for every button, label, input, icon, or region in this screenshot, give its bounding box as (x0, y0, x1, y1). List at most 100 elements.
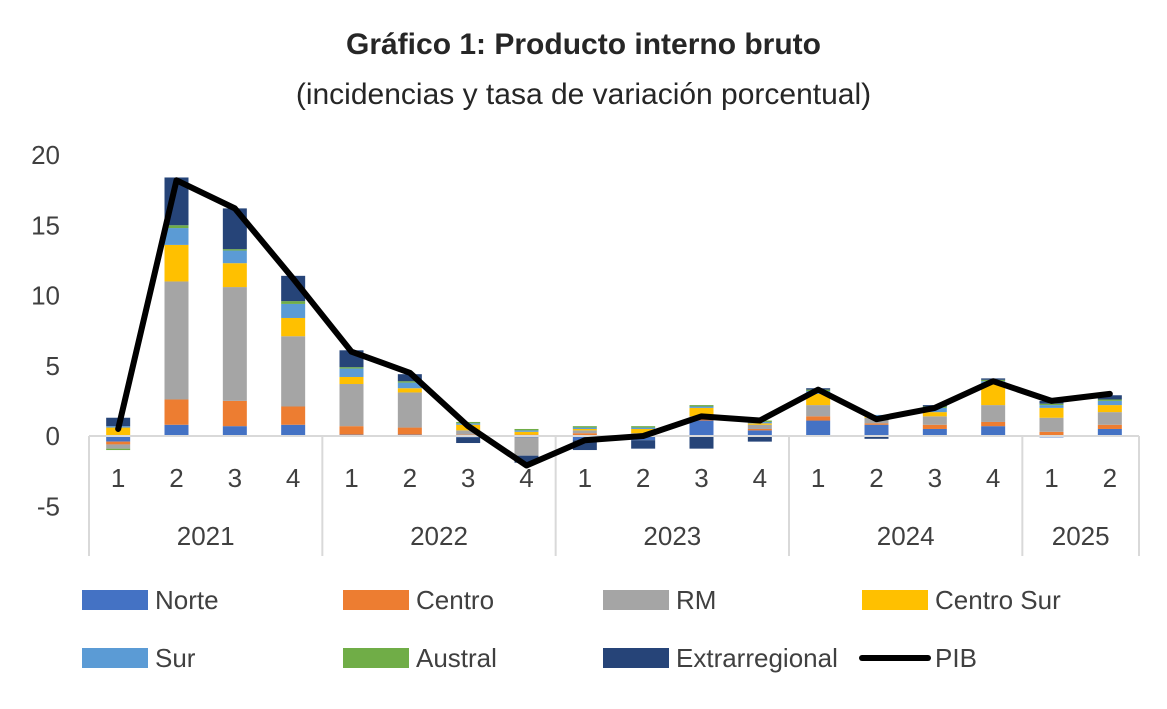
bar-segment-sur (222, 250, 247, 264)
x-tick-label: 4 (753, 463, 767, 493)
bar-segment-centro (397, 427, 422, 435)
x-tick-label: 2 (636, 463, 650, 493)
bar-segment-sur (397, 382, 422, 389)
bar-segment-sur (689, 406, 714, 408)
bar-segment-centro (747, 428, 772, 431)
bar-segment-norte (806, 420, 831, 436)
x-tick-label: 2 (869, 463, 883, 493)
bar-segment-centro (339, 426, 364, 435)
bar-segment-sur (281, 303, 306, 318)
bar-segment-centro-sur (806, 393, 831, 406)
x-axis: 1 2 3 4 1 2 3 4 1 2 3 4 1 2 3 4 1 2 2021 2022 2023 2024 2025 (88, 435, 1140, 556)
bar-segment-centro-sur (164, 244, 189, 282)
bar-segment-austral (1039, 403, 1064, 406)
bar-segment-austral (572, 426, 597, 428)
bar-segment-extrarregional (631, 440, 656, 449)
bar-segment-austral (631, 426, 656, 428)
bar-segment-centro (281, 406, 306, 425)
legend-swatch-norte (82, 590, 148, 610)
x-tick-label: 3 (928, 463, 942, 493)
bar-segment-rm (981, 405, 1006, 422)
bar-segment-austral (164, 225, 189, 229)
bar-segment-norte (689, 420, 714, 436)
y-tick-label: -5 (37, 491, 60, 521)
bar-segment-austral (514, 428, 539, 431)
legend-swatch-centro (343, 590, 409, 610)
bar-segment-austral (281, 301, 306, 304)
legend-label-norte: Norte (155, 585, 219, 615)
bar-segment-norte (281, 424, 306, 436)
bar-segment-rm (514, 437, 539, 456)
bar-segment-rm (222, 287, 247, 401)
bar-segment-centro-sur (339, 376, 364, 385)
bar-segment-centro (1039, 431, 1064, 436)
legend-swatch-rm (603, 590, 669, 610)
bar-segment-sur (631, 427, 656, 429)
legend-label-sur: Sur (155, 643, 196, 673)
bar-segment-extrarregional (572, 440, 597, 451)
legend-label-austral: Austral (416, 643, 497, 673)
bar-segment-rm (922, 416, 947, 425)
x-group-label: 2023 (643, 521, 701, 551)
y-tick-label: 5 (46, 351, 60, 381)
bar-segment-norte (222, 426, 247, 436)
bar-segment-austral (397, 381, 422, 383)
bar-segment-centro (572, 433, 597, 436)
bar-segment-extrarregional (514, 455, 539, 463)
bar-segment-centro-sur (689, 407, 714, 417)
x-tick-label: 1 (1044, 463, 1058, 493)
bar-segment-centro-sur (397, 388, 422, 393)
x-tick-label: 2 (403, 463, 417, 493)
bar-segment-sur (339, 368, 364, 377)
x-tick-label: 1 (344, 463, 358, 493)
bar-segment-centro-sur (631, 428, 656, 434)
x-group-label: 2025 (1052, 521, 1110, 551)
bar-segment-norte (164, 424, 189, 436)
legend-label-rm: RM (676, 585, 716, 615)
bar-segment-norte (981, 426, 1006, 436)
y-tick-label: 20 (31, 140, 60, 170)
bar-segment-rm (164, 281, 189, 400)
bar-segment-sur (164, 228, 189, 245)
x-group-label: 2022 (410, 521, 468, 551)
bar-segment-norte (864, 424, 889, 436)
x-tick-label: 3 (461, 463, 475, 493)
bar-segment-centro-sur (1097, 405, 1122, 413)
bar-segment-sur (1097, 400, 1122, 406)
bar-segment-centro-sur (747, 423, 772, 425)
bar-segment-centro-sur (981, 384, 1006, 406)
bar-segment-norte (747, 430, 772, 436)
bar-segment-rm (747, 424, 772, 429)
legend-label-centro-sur: Centro Sur (935, 585, 1061, 615)
x-tick-label: 1 (111, 463, 125, 493)
y-tick-label: 15 (31, 210, 60, 240)
x-tick-label: 4 (519, 463, 533, 493)
bar-segment-austral (222, 249, 247, 251)
bar-segment-centro (106, 441, 131, 445)
legend: Norte Centro RM Centro Sur Sur Austral Extrarr… (82, 585, 1061, 673)
pib-line-layer (115, 177, 1113, 469)
bar-segment-norte (922, 428, 947, 436)
x-tick-label: 3 (228, 463, 242, 493)
x-tick-label: 2 (169, 463, 183, 493)
x-tick-label: 4 (986, 463, 1000, 493)
bar-segment-extrarregional (689, 436, 714, 449)
bar-segment-austral (339, 367, 364, 369)
chart-title: Gráfico 1: Producto interno bruto (345, 28, 821, 61)
bar-segment-rm (572, 430, 597, 434)
bar-segment-extrarregional (456, 437, 481, 444)
series-line-pib (115, 177, 1113, 469)
chart-subtitle: (incidencias y tasa de variación porcent… (295, 78, 872, 111)
bar-segment-rm (281, 336, 306, 407)
y-axis-labels: -5 0 5 10 15 20 (31, 140, 60, 521)
bar-segment-sur (864, 414, 889, 417)
bar-segment-centro-sur (514, 431, 539, 435)
x-tick-label: 1 (811, 463, 825, 493)
bar-segment-rm (1039, 417, 1064, 432)
bar-segment-centro (864, 423, 889, 425)
bar-segment-norte (1097, 428, 1122, 436)
bar-segment-centro-sur (1039, 407, 1064, 418)
legend-label-extrarregional: Extrarregional (676, 643, 838, 673)
bar-segment-extrarregional (1097, 395, 1122, 400)
